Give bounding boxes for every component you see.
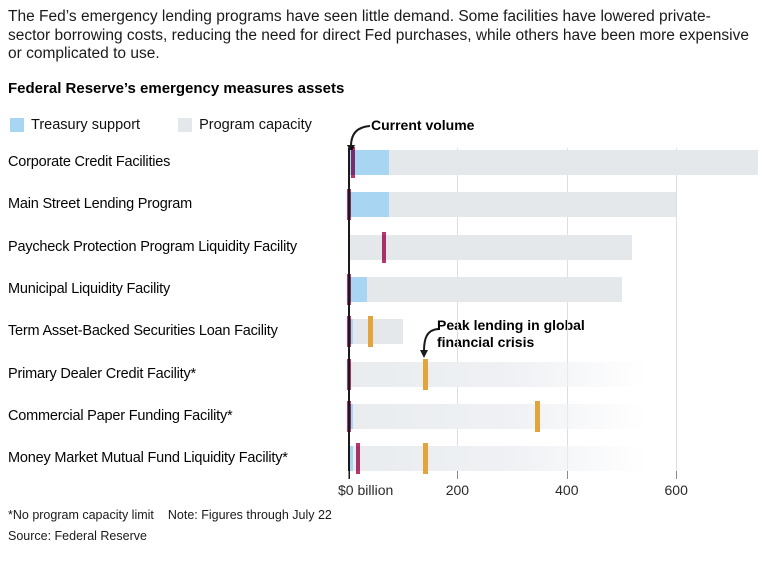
bar-row (347, 401, 768, 433)
current-volume-line (351, 147, 355, 178)
bar-row (348, 231, 768, 263)
bar-row (347, 189, 768, 221)
chart-footnote: *No program capacity limit Note: Figures … (8, 508, 332, 522)
bar-row (348, 443, 768, 475)
program-capacity-bar (348, 234, 632, 260)
gridline (676, 148, 678, 478)
axis-tick (457, 471, 459, 479)
row-label: Municipal Liquidity Facility (8, 281, 171, 298)
program-capacity-bar (348, 446, 646, 472)
peak-lending-line (368, 316, 373, 348)
program-capacity-bar (348, 361, 646, 387)
annotation-peak-line2: financial crisis (437, 334, 535, 350)
bar-row (347, 358, 768, 390)
row-label: Primary Dealer Credit Facility* (8, 365, 196, 382)
axis-tick (676, 471, 678, 479)
program-capacity-bar (348, 150, 758, 175)
chart-legend: Treasury support Program capacity (10, 117, 312, 133)
program-capacity-bar (348, 319, 403, 345)
current-volume-line (356, 443, 360, 475)
program-capacity-bar (348, 404, 646, 430)
treasury-support-bar (348, 277, 367, 303)
row-label: Paycheck Protection Program Liquidity Fa… (8, 238, 297, 255)
intro-paragraph: The Fed’s emergency lending programs hav… (8, 8, 749, 63)
bar-row (347, 316, 768, 348)
row-label: Money Market Mutual Fund Liquidity Facil… (8, 450, 288, 467)
treasury-swatch-icon (10, 118, 24, 132)
x-axis-zero-line (348, 148, 350, 479)
peak-lending-line (423, 443, 428, 475)
row-label: Main Street Lending Program (8, 196, 193, 213)
axis-tick-label: $0 billion (338, 482, 394, 498)
program-capacity-bar (348, 192, 676, 218)
axis-tick (566, 471, 568, 479)
row-label: Term Asset-Backed Securities Loan Facili… (8, 323, 278, 340)
legend-label-treasury: Treasury support (31, 117, 141, 133)
legend-label-capacity: Program capacity (199, 117, 312, 133)
plot-area: $0 billion 200 400 600 (338, 147, 768, 498)
treasury-support-bar (348, 192, 389, 218)
row-label: Corporate Credit Facilities (8, 154, 171, 170)
annotation-peak-lending: Peak lending in global financial crisis (437, 317, 585, 351)
axis-tick-label: 200 (445, 482, 470, 498)
axis-tick-label: 600 (664, 482, 688, 498)
legend-item-capacity: Program capacity (178, 117, 312, 133)
annotation-peak-line1: Peak lending in global (437, 317, 585, 333)
chart-title: Federal Reserve’s emergency measures ass… (8, 80, 345, 97)
footnote-note: Note: Figures through July 22 (167, 508, 332, 522)
peak-lending-arrow-icon (420, 328, 439, 358)
annotation-current-volume: Current volume (371, 117, 475, 133)
capacity-swatch-icon (178, 118, 193, 132)
row-label: Commercial Paper Funding Facility* (8, 408, 233, 425)
axis-tick (348, 471, 349, 479)
peak-lending-line (423, 358, 428, 390)
program-capacity-bar (348, 277, 622, 303)
gridline (566, 148, 568, 478)
treasury-support-bar (348, 446, 353, 472)
footnote-no-limit: *No program capacity limit (8, 508, 154, 522)
peak-lending-line (535, 401, 540, 433)
bar-row (348, 147, 768, 178)
chart-source: Source: Federal Reserve (8, 529, 147, 543)
legend-item-treasury: Treasury support (10, 117, 140, 133)
current-volume-line (382, 231, 386, 263)
gridline (457, 148, 459, 478)
axis-tick-label: 400 (555, 482, 579, 498)
bar-row (347, 274, 768, 306)
